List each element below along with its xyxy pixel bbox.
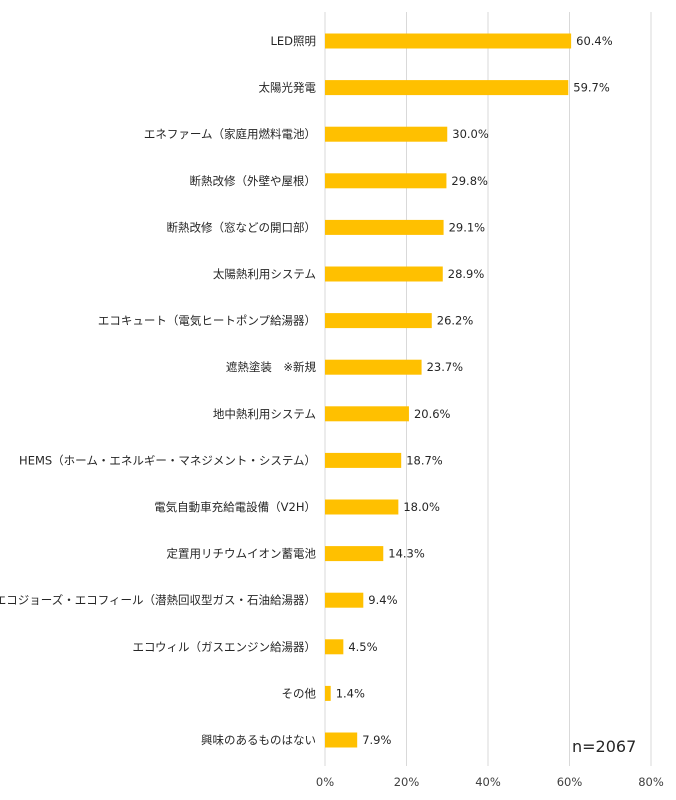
value-label: 18.7% [406, 453, 443, 467]
bar [325, 452, 402, 468]
category-label: HEMS（ホーム・エネルギー・マネジメント・システム） [19, 453, 316, 467]
category-label: 断熱改修（窓などの開口部） [167, 220, 317, 234]
value-label: 7.9% [362, 733, 391, 747]
category-label: エネファーム（家庭用燃料電池） [144, 127, 316, 141]
value-label: 28.9% [448, 267, 485, 281]
x-tick-label: 60% [557, 775, 583, 789]
bar [325, 313, 432, 329]
bar [325, 546, 384, 562]
bar [325, 685, 331, 701]
x-tick-label: 40% [475, 775, 501, 789]
value-label: 23.7% [427, 360, 464, 374]
value-label: 1.4% [336, 686, 365, 700]
category-label: LED照明 [270, 34, 316, 48]
bar [325, 219, 444, 235]
bar [325, 33, 572, 49]
value-label: 30.0% [452, 127, 489, 141]
category-label: エコキュート（電気ヒートポンプ給湯器） [98, 314, 316, 328]
value-label: 59.7% [573, 81, 610, 95]
category-label: その他 [282, 686, 317, 700]
value-label: 4.5% [348, 640, 377, 654]
bar [325, 173, 447, 189]
category-label: 太陽熱利用システム [213, 267, 316, 281]
x-axis-ticks: 0% 20% 40% 60% 80% [316, 775, 664, 789]
bar [325, 80, 569, 96]
category-label: 断熱改修（外壁や屋根） [190, 174, 317, 188]
category-label: 地中熱利用システム [213, 407, 316, 421]
value-label: 29.8% [451, 174, 488, 188]
category-label: 遮熱塗装 ※新規 [226, 360, 317, 374]
category-label: 興味のあるものはない [201, 733, 316, 747]
value-label: 18.0% [403, 500, 440, 514]
value-label: 20.6% [414, 407, 451, 421]
bar [325, 499, 399, 515]
bar [325, 126, 448, 142]
x-tick-label: 20% [394, 775, 420, 789]
value-labels: 60.4% 59.7% 30.0% 29.8% 29.1% 28.9% 26.2% 23.7%… [336, 34, 613, 747]
bar [325, 266, 443, 282]
category-label: 電気自動車充給電設備（V2H） [154, 500, 316, 514]
value-label: 14.3% [388, 547, 425, 561]
bar [325, 639, 344, 655]
bar [325, 359, 422, 375]
value-label: 29.1% [449, 220, 486, 234]
value-label: 9.4% [368, 593, 397, 607]
x-tick-label: 80% [638, 775, 664, 789]
bar [325, 592, 364, 608]
category-label: エコウィル（ガスエンジン給湯器） [132, 640, 316, 654]
bar [325, 406, 409, 422]
value-label: 26.2% [437, 314, 474, 328]
bars [325, 33, 572, 748]
x-tick-label: 0% [316, 775, 334, 789]
category-label: 太陽光発電 [259, 81, 317, 95]
bar [325, 732, 358, 748]
category-label: 定置用リチウムイオン蓄電池 [167, 547, 317, 561]
category-label: エコジョーズ・エコフィール（潜熱回収型ガス・石油給湯器） [0, 593, 316, 607]
value-label: 60.4% [576, 34, 613, 48]
sample-size-note: n=2067 [572, 737, 636, 756]
